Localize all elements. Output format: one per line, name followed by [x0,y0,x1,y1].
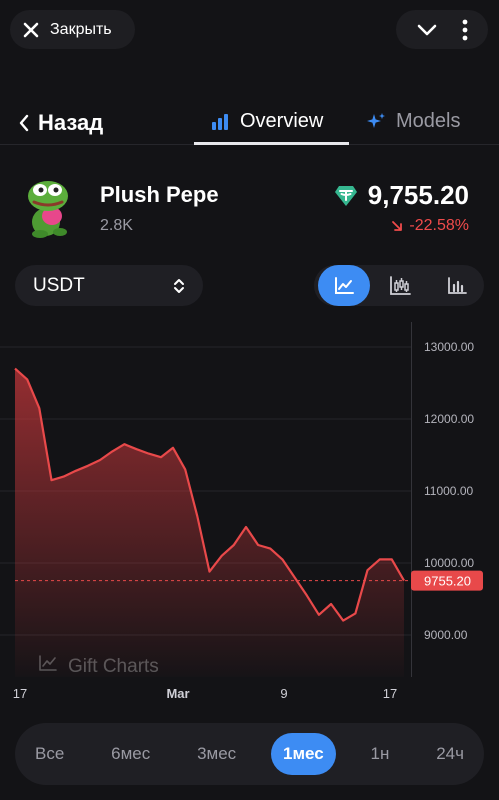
close-button[interactable]: Закрыть [10,10,135,49]
back-label: Назад [38,110,104,135]
candlestick-icon [390,275,411,295]
tab-overview-label: Overview [240,110,324,132]
chart-type-line-button[interactable] [318,265,370,306]
price-area [15,368,404,677]
chevron-updown-icon [174,278,184,293]
bar-graph-icon [448,276,467,294]
y-tick-label: 9000.00 [424,628,468,642]
chart-type-candle-button[interactable] [374,265,426,306]
currency-select[interactable]: USDT [15,265,203,306]
token-name: Plush Pepe [100,182,219,207]
watermark: Gift Charts [39,655,159,677]
range-selector: Все 6мес 3мес 1мес 1н 24ч [15,723,484,785]
x-tick-label: Mar [166,686,189,701]
x-tick-label: 9 [280,686,287,701]
y-tick-label: 11000.00 [424,484,473,498]
watermark-label: Gift Charts [68,656,159,677]
token-avatar [24,176,80,240]
price-value: 9,755.20 [367,180,469,210]
more-vertical-icon[interactable] [462,19,468,41]
price-chart[interactable]: 13000.0012000.0011000.0010000.009000.00 … [0,322,499,707]
menu-pill [396,10,488,49]
currency-value: USDT [33,274,85,296]
x-tick-label: 17 [383,686,397,701]
chart-type-bar-button[interactable] [431,265,483,306]
range-option-1мес[interactable]: 1мес [271,733,336,775]
line-chart-icon [335,276,354,294]
arrow-down-right-icon [392,221,403,231]
bar-chart-icon [212,113,228,130]
current-price-tag: 9755.20 [411,570,483,591]
chevron-left-icon [19,114,29,132]
price-line [14,367,405,622]
price-change: -22.58% [391,217,469,235]
tab-overview[interactable]: Overview [210,110,323,133]
close-label: Закрыть [50,20,112,38]
y-tick-label: 13000.00 [424,340,474,354]
sparkles-icon [367,112,385,128]
tab-active-indicator [194,142,349,145]
back-button[interactable]: Назад [18,110,103,136]
y-tick-label: 10000.00 [424,556,474,570]
watermark-icon [39,655,57,671]
tab-models-label: Models [396,110,461,132]
price-change-value: -22.58% [409,217,469,234]
tether-icon [334,185,357,206]
token-price: 9,755.20 [334,180,469,211]
token-supply: 2.8K [100,217,133,234]
range-option-24ч[interactable]: 24ч [436,744,464,763]
range-option-3мес[interactable]: 3мес [197,744,237,763]
tab-models[interactable]: Models [366,110,460,133]
close-icon [23,22,39,37]
chevron-down-icon[interactable] [416,23,438,37]
y-axis-line [411,322,412,677]
range-option-6мес[interactable]: 6мес [111,744,151,763]
range-option-Все[interactable]: Все [35,744,65,763]
y-tick-label: 12000.00 [424,412,474,426]
range-option-1н[interactable]: 1н [370,744,390,763]
current-price-tag-label: 9755.20 [424,574,471,589]
x-tick-label: 17 [13,686,27,701]
